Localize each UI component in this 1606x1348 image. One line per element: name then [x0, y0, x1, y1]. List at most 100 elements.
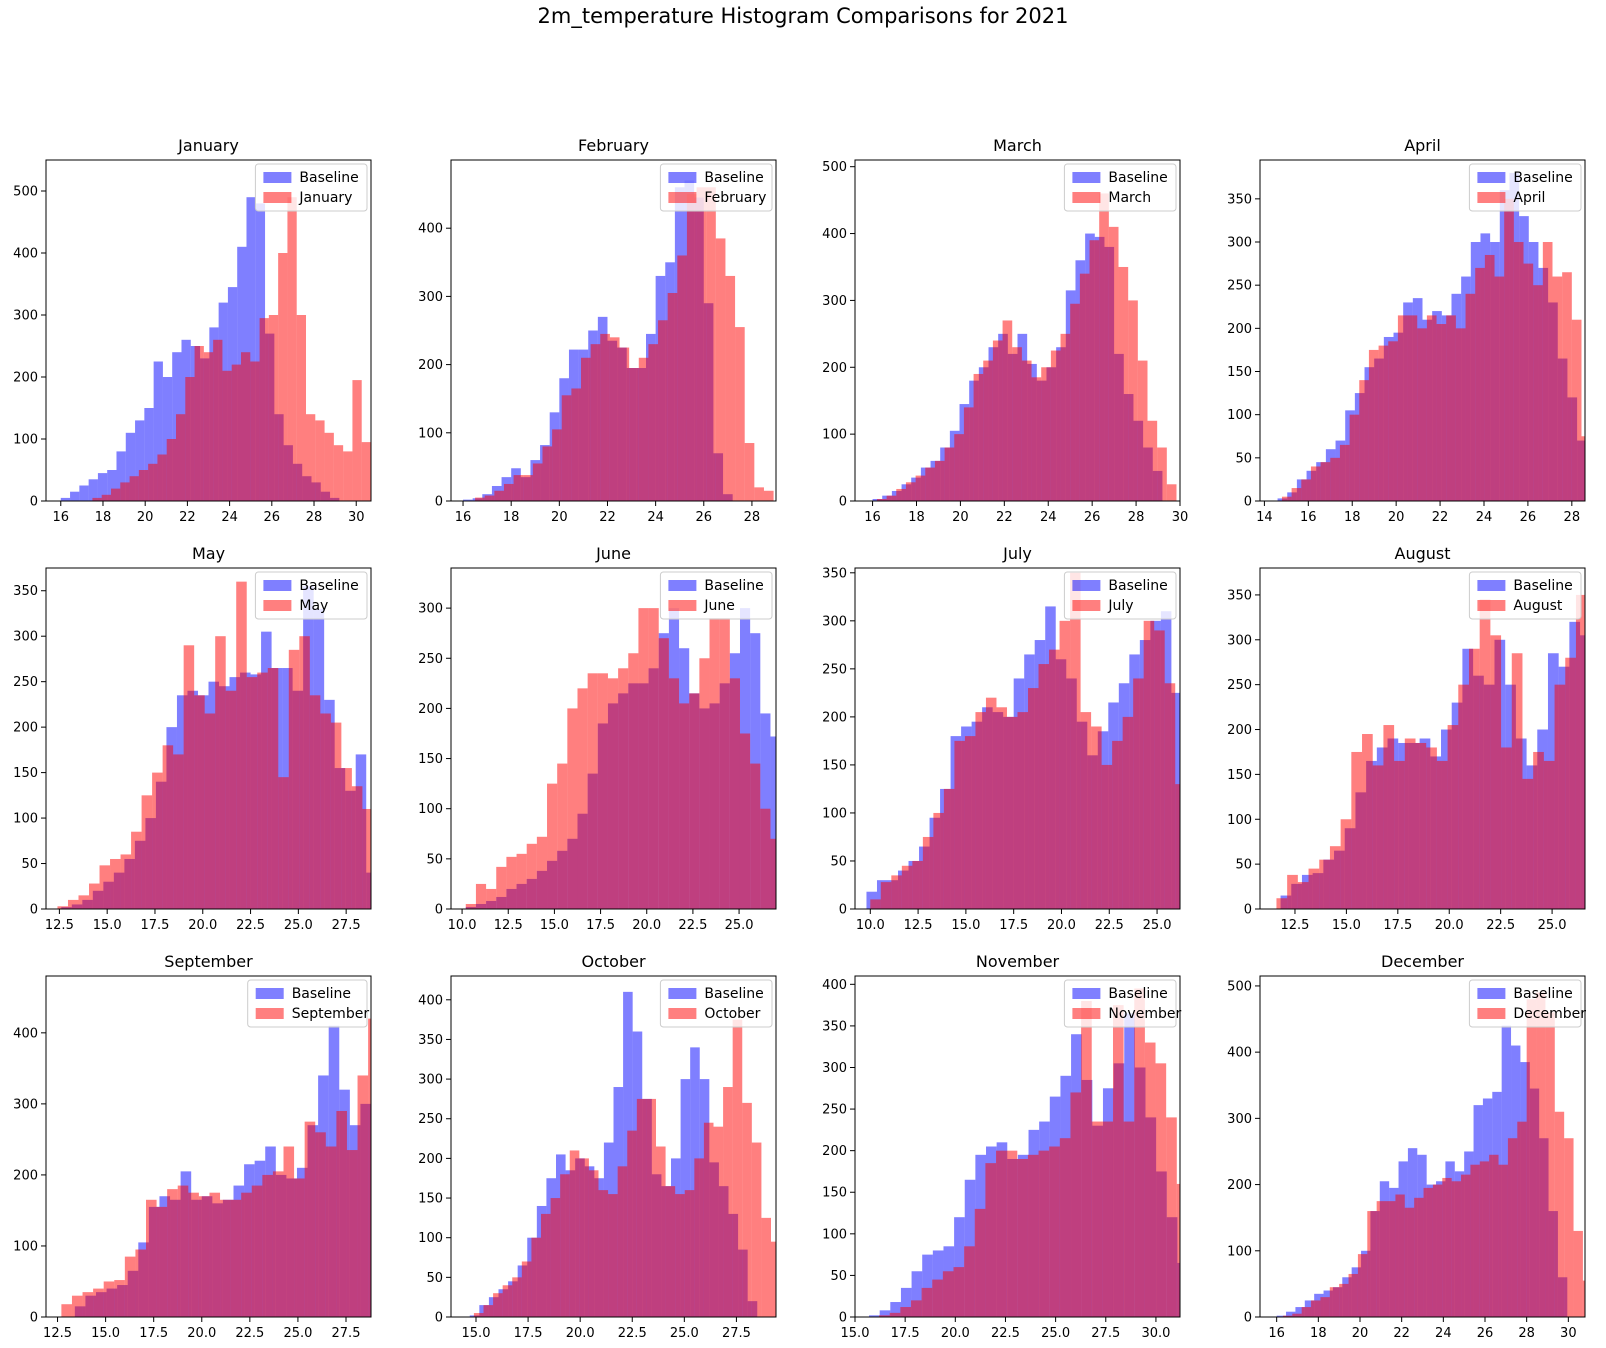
histogram-bar	[204, 713, 216, 909]
y-tick-label: 150	[418, 1192, 443, 1207]
histogram-bar	[1349, 414, 1360, 501]
histogram-bar	[598, 1190, 609, 1317]
histogram-bar	[619, 347, 630, 501]
x-tick-label: 12.5	[904, 918, 933, 933]
histogram-bar	[925, 467, 935, 501]
y-tick-label: 50	[426, 1271, 443, 1286]
legend-label: August	[1513, 598, 1563, 614]
y-tick-label: 400	[13, 1026, 38, 1041]
histogram-bar	[1526, 999, 1537, 1317]
histogram-bar	[225, 690, 237, 909]
y-tick-label: 100	[13, 433, 38, 448]
series-month	[57, 581, 371, 909]
x-tick-label: 18	[503, 510, 520, 525]
x-tick-label: 20.0	[188, 918, 217, 933]
x-tick-label: 28	[1128, 510, 1145, 525]
histogram-bar	[1484, 254, 1495, 501]
histogram-bar	[107, 470, 117, 501]
histogram-bar	[561, 395, 572, 501]
y-tick-label: 150	[1227, 768, 1252, 783]
legend-label: September	[292, 1006, 370, 1022]
histogram-bar	[1383, 725, 1395, 909]
histogram-bar	[70, 491, 80, 501]
histogram-bar	[996, 707, 1007, 909]
histogram-bar	[287, 197, 297, 501]
histogram-bar	[1329, 1287, 1340, 1317]
y-tick-label: 150	[822, 758, 847, 773]
histogram-bar	[120, 854, 132, 909]
y-tick-label: 0	[839, 903, 847, 918]
histogram-bar	[667, 292, 678, 501]
x-tick-label: 20.0	[632, 918, 661, 933]
y-tick-label: 200	[822, 361, 847, 376]
y-tick-label: 0	[839, 495, 847, 510]
histogram-bar	[870, 899, 881, 909]
legend-label: Baseline	[704, 986, 763, 1002]
histogram-bar	[901, 865, 913, 909]
y-tick-label: 100	[822, 428, 847, 443]
x-tick-label: 10.0	[448, 918, 477, 933]
x-tick-label: 24	[647, 510, 664, 525]
histogram-bar	[78, 895, 90, 909]
histogram-bar	[1079, 273, 1090, 501]
histogram-bar	[1423, 1187, 1433, 1317]
x-tick-label: 17.5	[1383, 918, 1412, 933]
histogram-bar	[1542, 242, 1553, 501]
x-tick-label: 26	[264, 510, 281, 525]
histogram-bar	[465, 903, 476, 909]
histogram-bar	[953, 1267, 965, 1317]
y-tick-label: 400	[418, 222, 443, 237]
histogram-bar	[1137, 360, 1148, 501]
subplot-title: September	[164, 952, 253, 971]
histogram-bar	[590, 344, 601, 501]
histogram-bar	[1386, 1201, 1396, 1317]
axes-frame	[1259, 567, 1586, 910]
histogram-bar	[1017, 712, 1029, 909]
axes-frame	[854, 159, 1181, 502]
histogram-bar	[579, 1158, 589, 1317]
histogram-bar	[1164, 683, 1176, 909]
histogram-bar	[1128, 300, 1138, 501]
x-tick-label: 15.0	[1332, 918, 1361, 933]
x-tick-label: 22.5	[1095, 918, 1124, 933]
histogram-bar	[116, 451, 126, 501]
histogram-bar	[1339, 444, 1350, 501]
histogram-bar	[751, 1142, 762, 1317]
x-tick-label: 10.0	[856, 918, 885, 933]
x-tick-label: 24	[221, 510, 238, 525]
y-tick-label: 50	[21, 857, 38, 872]
subplot-august: August 12.5 15.0 17.5 20.0 22.5 25.0 0 50 100 150 2…	[1227, 544, 1586, 933]
histogram-bar	[304, 1121, 316, 1317]
histogram-bar	[911, 1271, 923, 1317]
histogram-bar	[943, 788, 955, 909]
histogram-bar	[512, 1277, 522, 1317]
histogram-bar	[1291, 488, 1302, 501]
histogram-bar	[735, 327, 745, 501]
x-tick-label: 20	[551, 510, 568, 525]
x-tick-label: 22.5	[236, 918, 265, 933]
histogram-bar	[1049, 1146, 1060, 1317]
histogram-bar	[1157, 447, 1167, 501]
histogram-bar	[760, 808, 771, 909]
histogram-bar	[1070, 1092, 1082, 1317]
histogram-bar	[628, 653, 639, 909]
histogram-bar	[1564, 1138, 1574, 1317]
legend-label: Baseline	[704, 578, 763, 594]
y-tick-label: 100	[822, 1227, 847, 1242]
subplot-june: June 10.0 12.5 15.0 17.5 20.0 22.5 25.0 0 50 100 15…	[418, 544, 777, 933]
histogram-bar	[1554, 1111, 1565, 1317]
x-tick-label: 24	[1040, 510, 1057, 525]
legend-label: Baseline	[1108, 986, 1167, 1002]
subplot-title: November	[976, 952, 1060, 971]
histogram-bar	[1504, 198, 1514, 502]
legend: Baseline November	[1063, 979, 1181, 1028]
histogram-bar	[272, 1171, 284, 1317]
histogram-bar	[905, 482, 916, 501]
legend-swatch	[1072, 988, 1101, 999]
legend-label: June	[703, 598, 735, 614]
histogram-bar	[493, 1293, 503, 1317]
histogram-bar	[294, 1178, 305, 1317]
histogram-bar	[1522, 778, 1534, 909]
histogram-bar	[658, 320, 668, 501]
histogram-bar	[679, 703, 690, 909]
